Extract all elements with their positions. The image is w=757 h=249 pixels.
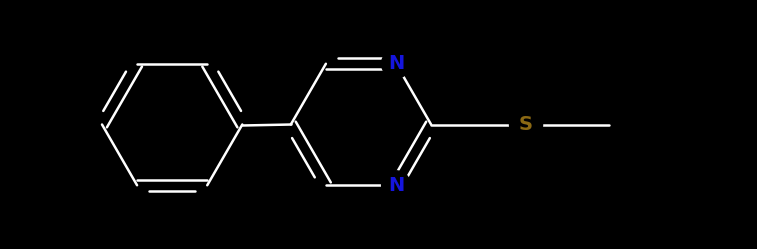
Text: S: S [519, 115, 533, 134]
Circle shape [509, 108, 543, 141]
Circle shape [382, 49, 410, 78]
Text: N: N [388, 54, 404, 73]
Text: N: N [388, 176, 404, 195]
Circle shape [382, 171, 410, 200]
